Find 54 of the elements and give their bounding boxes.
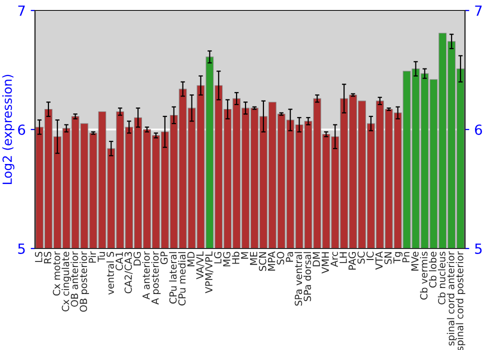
x-tick-label: Pa (286, 252, 294, 262)
x-tick-label: Cx cingulate (62, 252, 72, 312)
y-axis-title: Log2 (expression) (2, 74, 14, 184)
x-tick-label: LG (214, 252, 222, 264)
x-tick-label: spinal cord anterior (446, 251, 456, 346)
x-tick-label: MPA (268, 251, 276, 271)
x-tick-label: OB posterior (80, 251, 89, 312)
x-tick-label: MG (223, 252, 230, 266)
x-tick-label: Tu (98, 252, 106, 262)
x-tick-label: Pn (402, 252, 410, 262)
x-tick-label: VMH (322, 252, 329, 274)
x-tick-label: CA1 (116, 252, 123, 270)
x-tick-label: OB anterior (70, 251, 78, 307)
x-tick-label: RS (44, 252, 52, 264)
x-tick-label: VA/VL (196, 251, 204, 280)
x-tick-label: Pir (88, 251, 96, 263)
x-tick-label: DG (133, 252, 141, 266)
x-tick-label: SCN (258, 252, 266, 271)
x-tick-label: ventral S (106, 252, 114, 295)
x-tick-label: GP (160, 252, 168, 264)
x-tick-label: Hb (232, 252, 240, 264)
x-tick-label: CPu lateral (169, 252, 177, 304)
x-tick-label: M (241, 252, 248, 259)
y2-tick-label: 5 (475, 244, 482, 254)
y-tick-label: 7 (18, 6, 25, 16)
x-tick-label: DM (312, 252, 320, 266)
y2-tick-label: 7 (475, 6, 482, 16)
x-tick-label: CPu medial (178, 252, 186, 306)
x-tick-label: SPa dorsal (304, 252, 312, 302)
x-tick-label: SN (384, 252, 392, 264)
x-tick-label: LH (340, 252, 347, 264)
x-tick-label: SO (276, 252, 284, 264)
x-tick-label: MVe (411, 252, 419, 271)
x-tick-label: IC (366, 252, 374, 260)
x-tick-label: PAG (348, 252, 356, 270)
x-tick-label: VTA (375, 251, 383, 270)
x-tick-label: ME (250, 252, 258, 265)
x-tick-label: Cb nucleus (438, 252, 446, 304)
x-tick-label: A anterior (142, 251, 150, 300)
x-tick-label: LS (34, 252, 42, 262)
x-tick-label: Cb lobe (428, 252, 436, 288)
x-tick-label: A posterior (151, 251, 161, 305)
y-tick-label: 6 (18, 124, 26, 135)
x-tick-label: Cx motor (52, 251, 60, 296)
y2-tick-label: 6 (475, 124, 482, 135)
x-tick-label: CA2/CA3 (124, 252, 133, 294)
x-tick-label: Tg (393, 252, 403, 264)
x-tick-label: SPa ventral (294, 252, 302, 306)
x-tick-label: Cb vermis (420, 252, 428, 300)
x-tick-label: VPM/VPL (205, 251, 214, 294)
x-tick-label: MD (187, 252, 194, 266)
x-tick-label: SC (357, 252, 365, 264)
x-tick-label: Arc (330, 252, 338, 267)
y-tick-label: 5 (18, 244, 25, 254)
